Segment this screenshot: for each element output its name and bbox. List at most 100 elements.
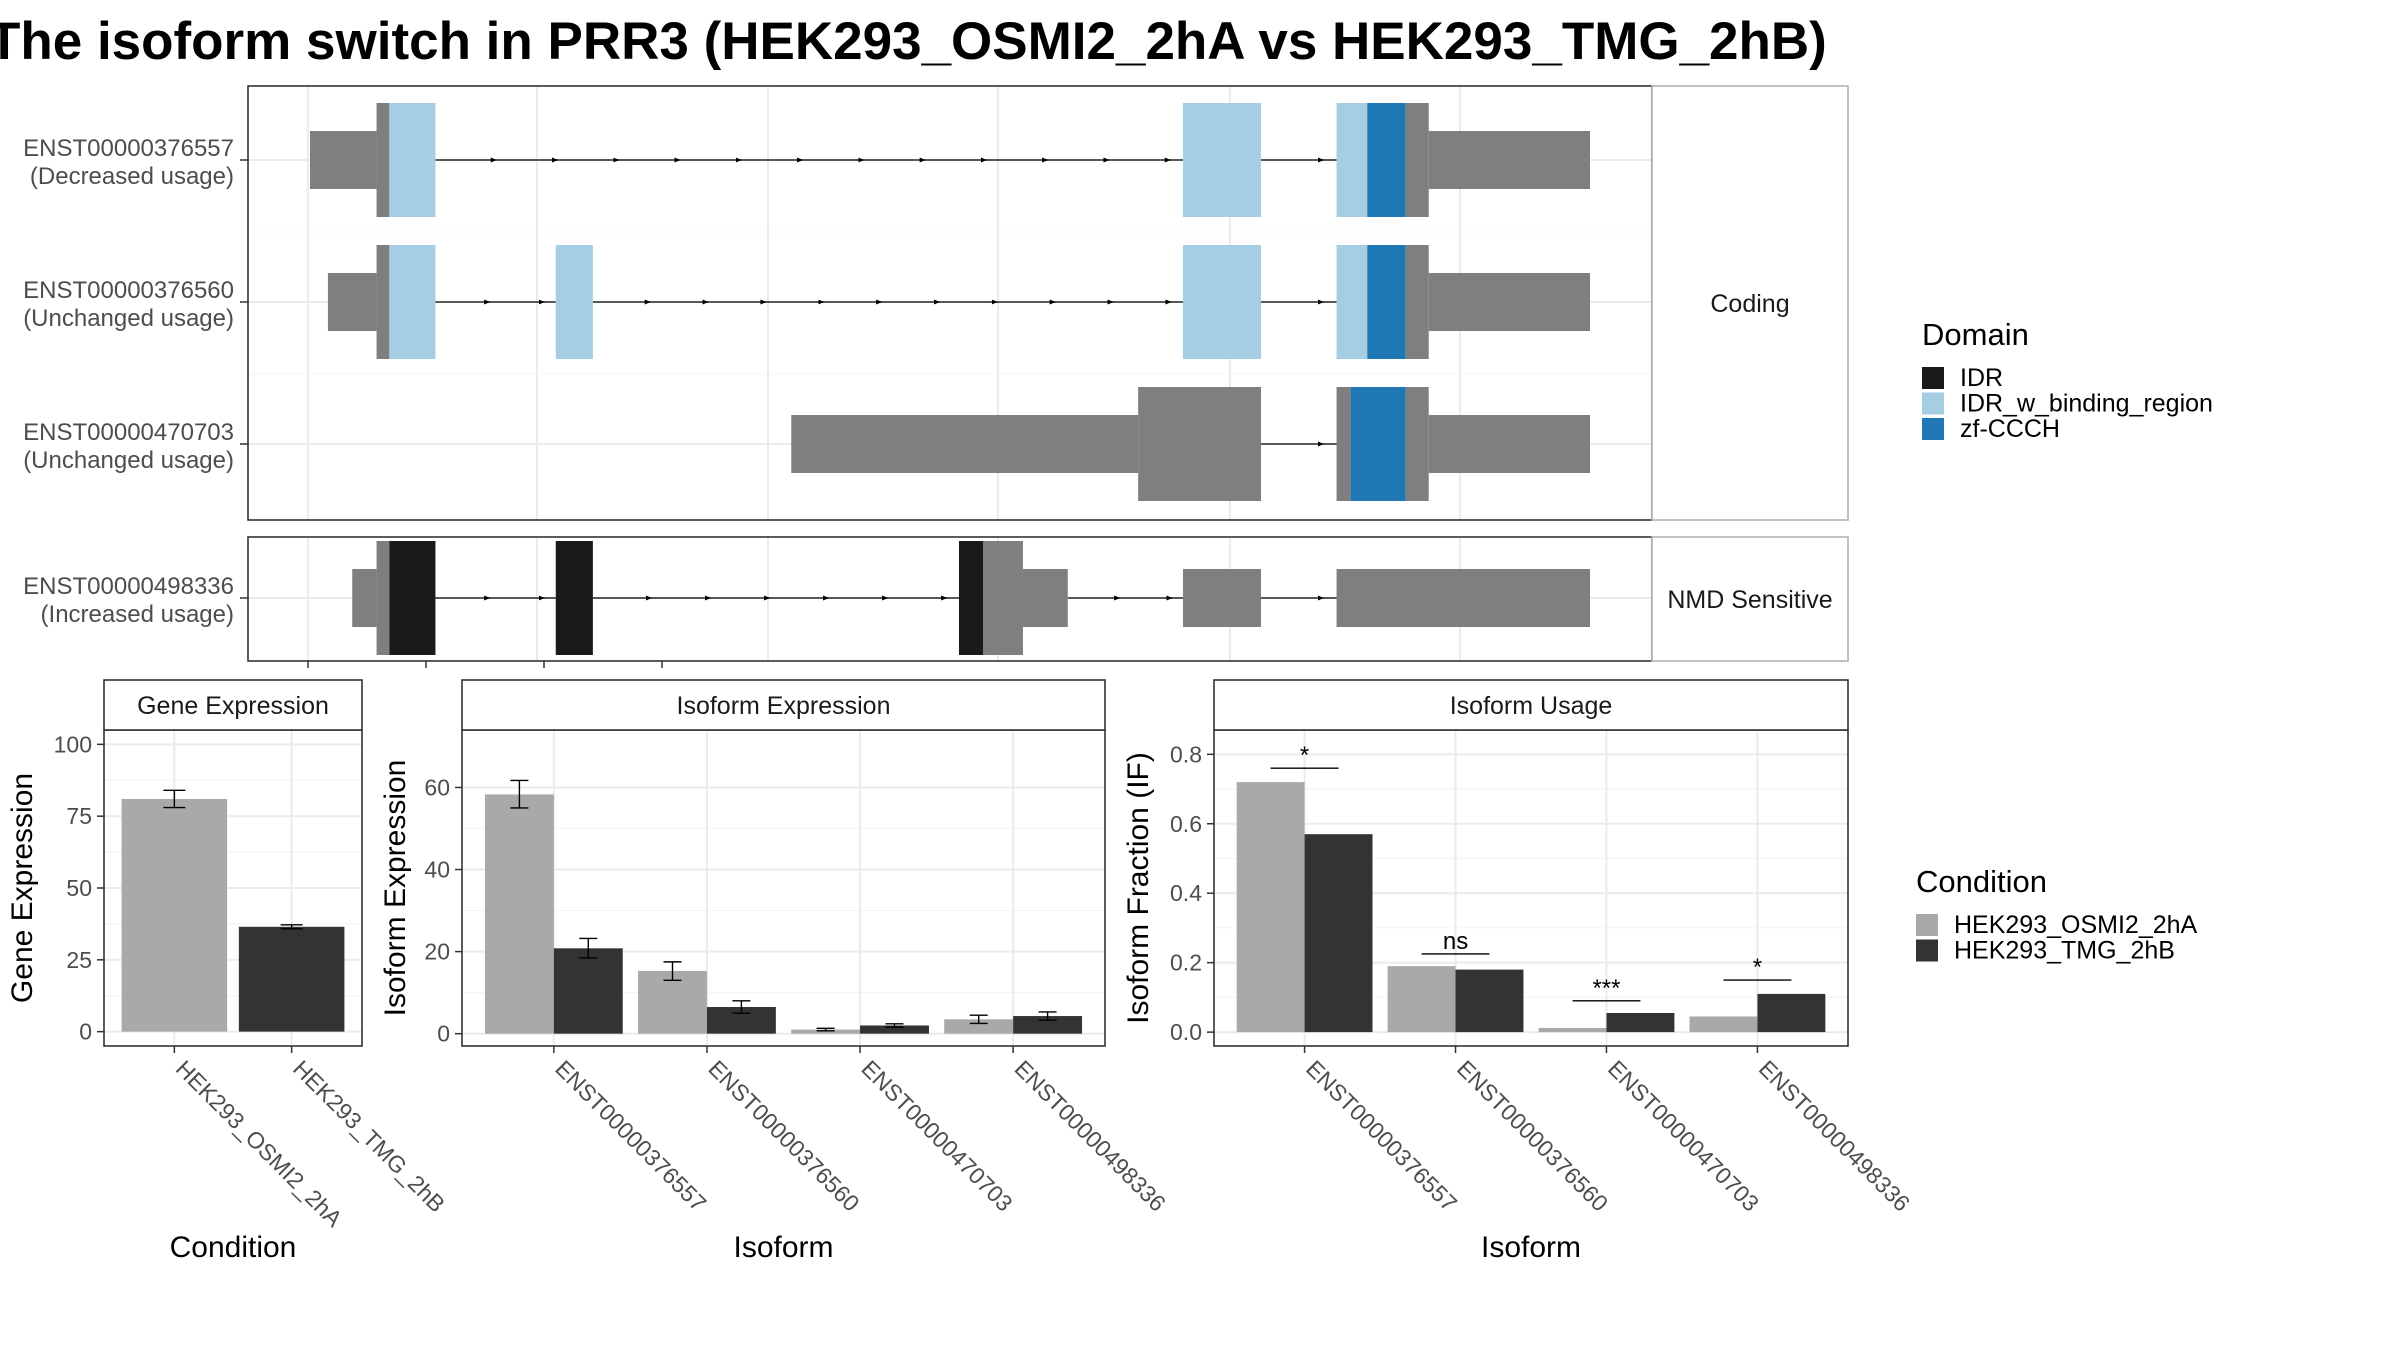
exon-noncoding <box>376 245 390 359</box>
legend-key <box>1922 418 1944 440</box>
error-bar <box>663 961 682 982</box>
facet-label: Coding <box>1710 290 1789 318</box>
error-bar <box>732 1000 751 1014</box>
chart-1: 0 20 40 60 Isoform Expression ENST00000376557… <box>379 679 1171 1264</box>
exon-noncoding <box>1428 131 1590 189</box>
transcript-usage: (Increased usage) <box>41 601 234 628</box>
legend-key <box>1922 392 1944 415</box>
y-tick-label: 20 <box>424 939 450 965</box>
exon-noncoding <box>791 415 1139 473</box>
exon-noncoding <box>376 541 390 655</box>
error-bar <box>816 1027 835 1032</box>
x-tick-label: ENST00000470703 <box>857 1055 1018 1216</box>
exon-noncoding <box>310 131 377 189</box>
exon-IDR <box>555 541 593 655</box>
error-bar <box>163 789 186 809</box>
legend-label: IDR <box>1960 364 2003 392</box>
exon-noncoding <box>1428 273 1590 331</box>
significance-label: ns <box>1443 928 1468 955</box>
exon-IDR_w_binding_region <box>555 245 593 359</box>
exon-noncoding <box>1405 103 1429 217</box>
significance-label: * <box>1753 954 1762 981</box>
x-tick-label: ENST00000376557 <box>550 1055 711 1216</box>
y-tick-label: 0 <box>79 1019 92 1045</box>
exon-zf-CCCH <box>1367 245 1406 359</box>
significance-label: *** <box>1592 975 1620 1002</box>
bar-HEK293_TMG_2hB <box>1606 1013 1675 1033</box>
figure-title: The isoform switch in PRR3 (HEK293_OSMI2… <box>0 12 1827 71</box>
exon-noncoding <box>983 541 1023 655</box>
y-tick-label: 0.6 <box>1170 811 1202 837</box>
transcript-id: ENST00000376557 <box>23 135 234 162</box>
exon-noncoding <box>376 103 390 217</box>
exon-IDR_w_binding_region <box>1336 245 1368 359</box>
x-tick-label: ENST00000498336 <box>1010 1055 1171 1216</box>
exon-IDR_w_binding_region <box>389 245 436 359</box>
transcript-usage: (Unchanged usage) <box>23 447 234 474</box>
x-tick-label: ENST00000376557 <box>1301 1055 1462 1216</box>
error-bar <box>510 779 529 809</box>
exon-IDR_w_binding_region <box>1182 245 1262 359</box>
transcript-label: ENST00000376557(Decreased usage) <box>23 135 248 190</box>
panel-strip <box>1213 679 1849 731</box>
bar-HEK293_OSMI2_2hA <box>1387 966 1456 1033</box>
bar-HEK293_TMG_2hB <box>1013 1016 1083 1034</box>
exon-noncoding <box>1022 569 1068 627</box>
exon-noncoding <box>1138 387 1262 501</box>
y-tick-label: 0.4 <box>1170 880 1202 906</box>
bar-HEK293_OSMI2_2hA <box>791 1029 861 1034</box>
transcript-id: ENST00000470703 <box>23 419 234 446</box>
bar-HEK293_OSMI2_2hA <box>944 1019 1014 1034</box>
bar-HEK293_OSMI2_2hA <box>1689 1016 1758 1033</box>
error-bar <box>1038 1011 1057 1021</box>
error-bar <box>280 924 303 930</box>
x-tick-label: ENST00000376560 <box>703 1055 864 1216</box>
legend-key <box>1916 914 1938 936</box>
bar <box>121 798 228 1032</box>
y-tick-label: 100 <box>54 731 92 757</box>
bar <box>238 926 345 1032</box>
transcript-usage: (Decreased usage) <box>30 163 234 190</box>
bar-HEK293_TMG_2hB <box>553 948 623 1034</box>
bar-HEK293_OSMI2_2hA <box>1538 1027 1607 1033</box>
exon-noncoding <box>1336 387 1351 501</box>
chart-2: 0.00.20.40.60.8 *ns****Isoform UsageENST0… <box>1122 679 1915 1264</box>
facet-strip <box>1651 536 1849 662</box>
bar-HEK293_TMG_2hB <box>1455 969 1524 1033</box>
exon-IDR_w_binding_region <box>389 103 436 217</box>
y-tick-label: 0.0 <box>1170 1019 1202 1045</box>
x-tick-label: ENST00000498336 <box>1754 1055 1915 1216</box>
y-tick-label: 0 <box>437 1021 450 1047</box>
legend-key <box>1922 367 1944 389</box>
significance-label: * <box>1300 742 1309 769</box>
transcript-id: ENST00000376560 <box>23 277 234 304</box>
y-tick-label: 50 <box>66 875 92 901</box>
exon-noncoding <box>1405 245 1429 359</box>
exon-IDR_w_binding_region <box>1336 103 1368 217</box>
legend-key <box>1916 939 1938 962</box>
transcript-ENST00000376560 <box>327 245 1590 359</box>
error-bar <box>969 1014 988 1025</box>
panel-title: Gene Expression <box>137 692 329 720</box>
exon-zf-CCCH <box>1367 103 1406 217</box>
transcript-label: ENST00000470703(Unchanged usage) <box>23 419 248 474</box>
y-tick-label: 0.8 <box>1170 741 1202 767</box>
bar-HEK293_TMG_2hB <box>860 1025 929 1034</box>
exon-noncoding <box>1336 569 1590 627</box>
transcript-usage: (Unchanged usage) <box>23 305 234 332</box>
transcript-label: ENST00000498336(Increased usage) <box>23 573 248 628</box>
legend-title: Condition <box>1916 864 2047 899</box>
panel-strip <box>103 679 363 731</box>
facet-label: NMD Sensitive <box>1667 586 1832 614</box>
y-tick-label: 75 <box>66 803 92 829</box>
y-axis-label: Isoform Fraction (IF) <box>1122 752 1155 1024</box>
bar-HEK293_OSMI2_2hA <box>638 970 707 1034</box>
exon-noncoding <box>1428 415 1590 473</box>
bar-HEK293_OSMI2_2hA <box>484 794 554 1034</box>
exon-zf-CCCH <box>1350 387 1406 501</box>
